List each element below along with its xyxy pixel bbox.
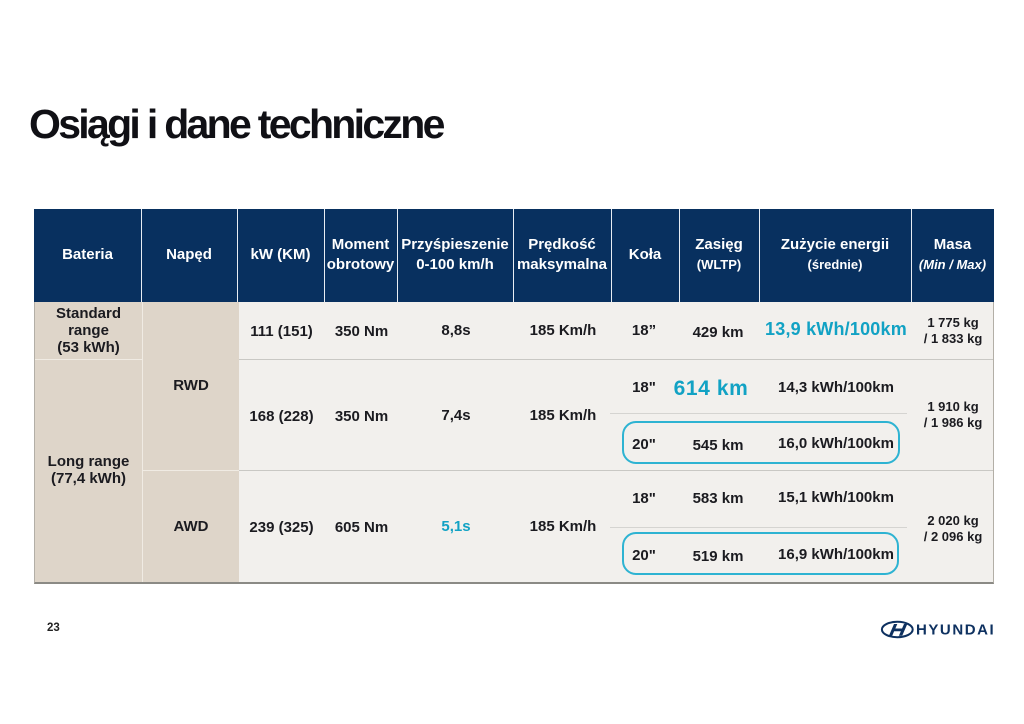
svg-text:HYUNDAI: HYUNDAI (916, 622, 995, 639)
